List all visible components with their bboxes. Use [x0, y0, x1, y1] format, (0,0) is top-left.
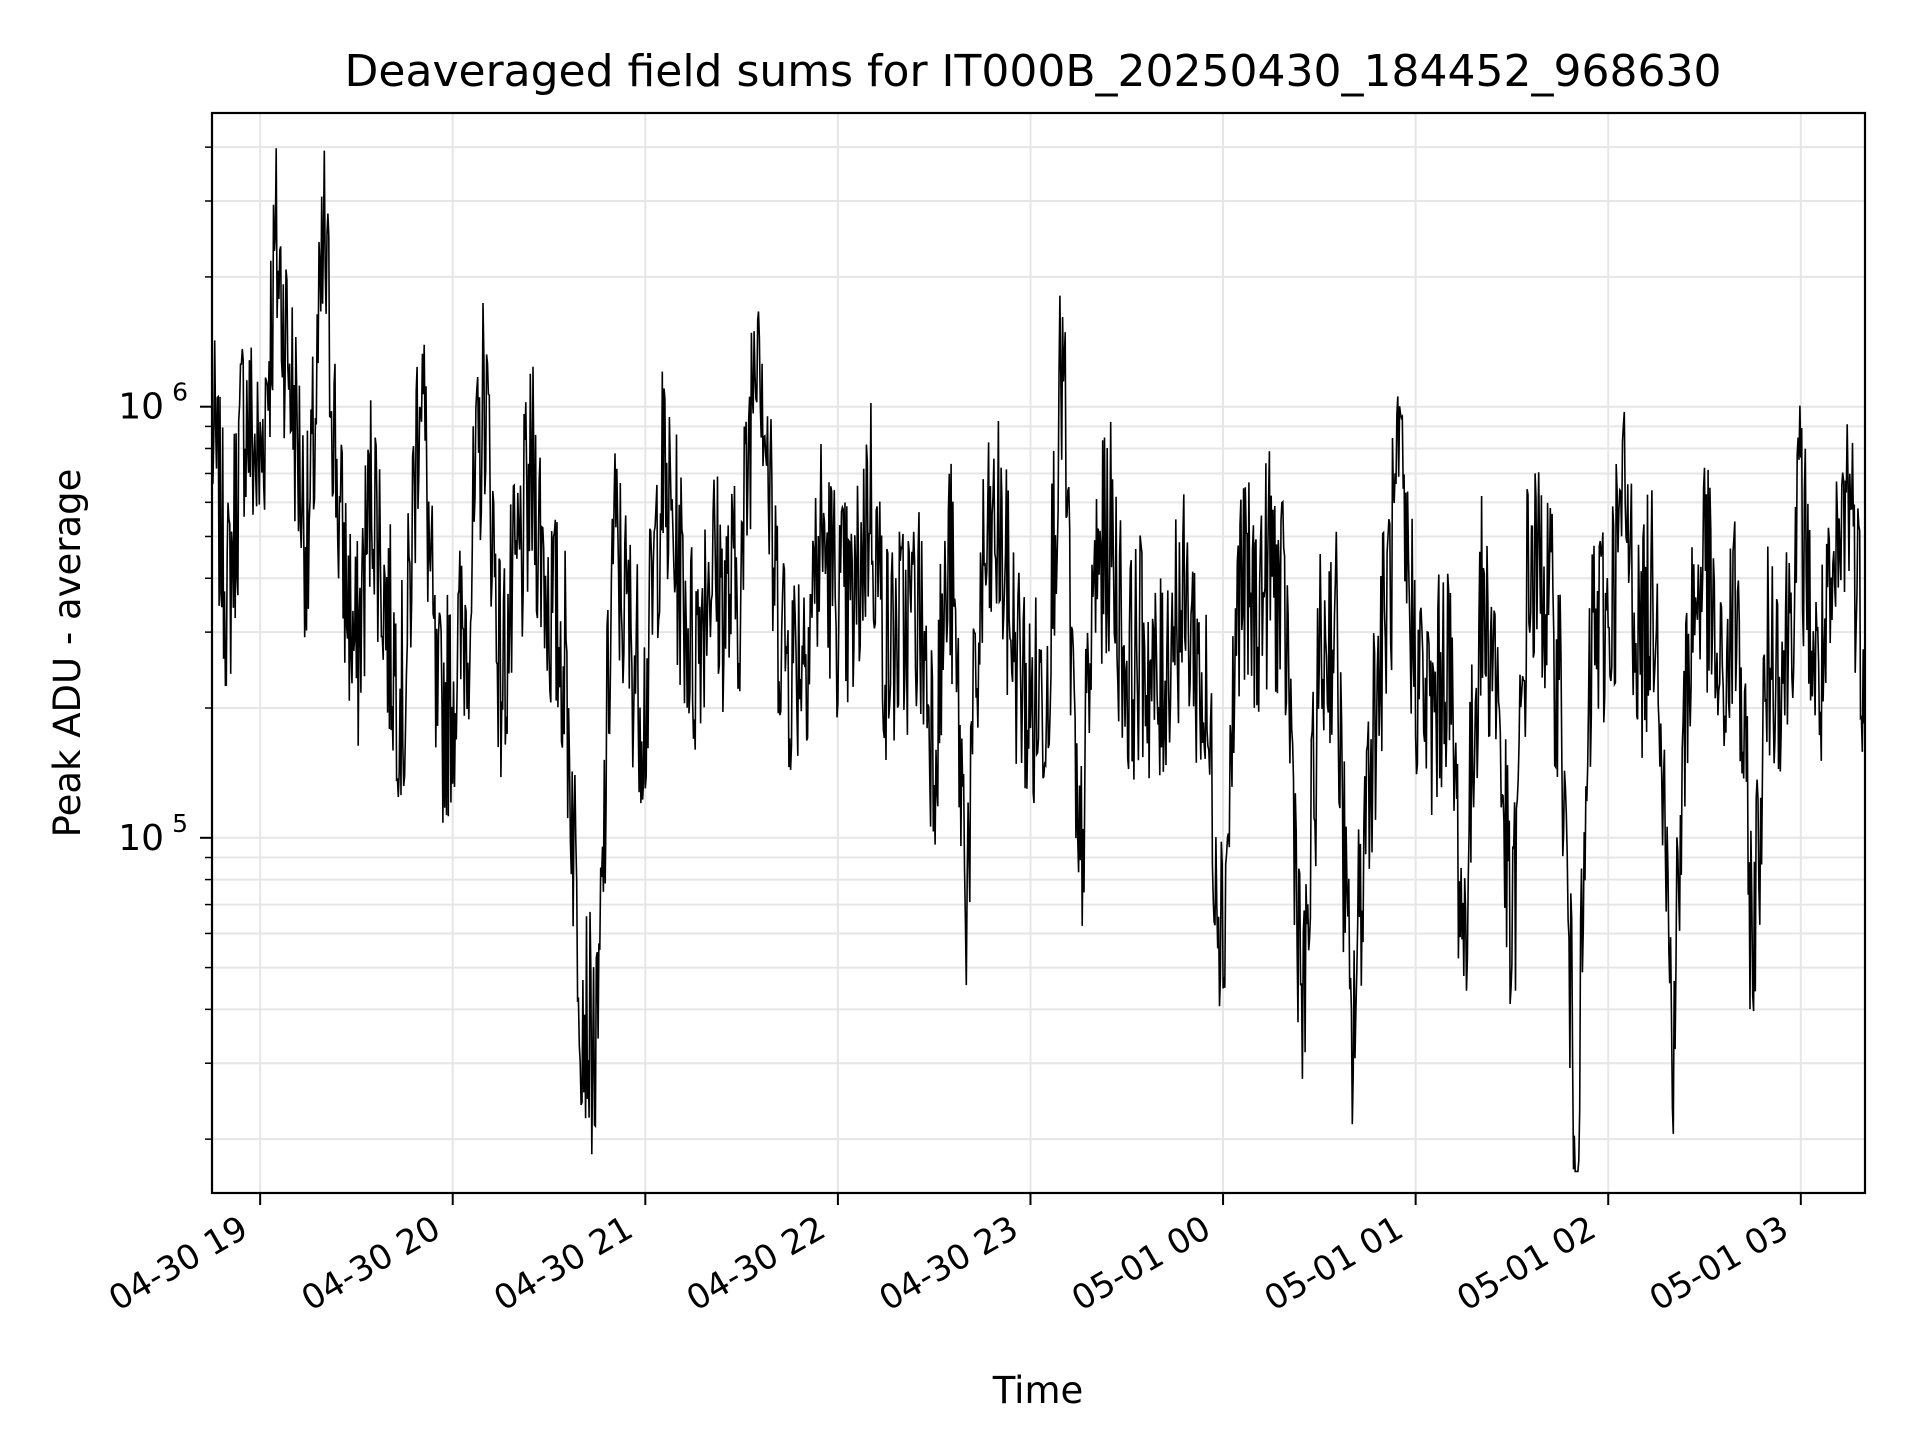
x-axis-label: Time — [992, 1369, 1084, 1412]
y-ticks: 10 5 10 6 — [118, 146, 212, 1140]
y-tick-exponent: 6 — [172, 378, 188, 407]
y-tick-label: 10 — [118, 387, 164, 428]
chart-title: Deaveraged field sums for IT000B_2025043… — [345, 46, 1722, 97]
y-tick-label: 10 — [118, 818, 164, 859]
y-tick-exponent: 5 — [172, 809, 188, 838]
series-line — [212, 148, 1865, 1173]
y-axis-label: Peak ADU - average — [46, 469, 89, 838]
plot-frame — [210, 111, 1867, 1195]
plot-area — [212, 148, 1865, 1173]
